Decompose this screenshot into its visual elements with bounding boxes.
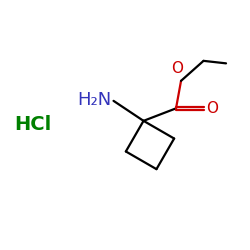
Text: H₂N: H₂N xyxy=(77,90,111,108)
Text: O: O xyxy=(171,61,183,76)
Text: O: O xyxy=(206,101,218,116)
Text: HCl: HCl xyxy=(14,116,51,134)
